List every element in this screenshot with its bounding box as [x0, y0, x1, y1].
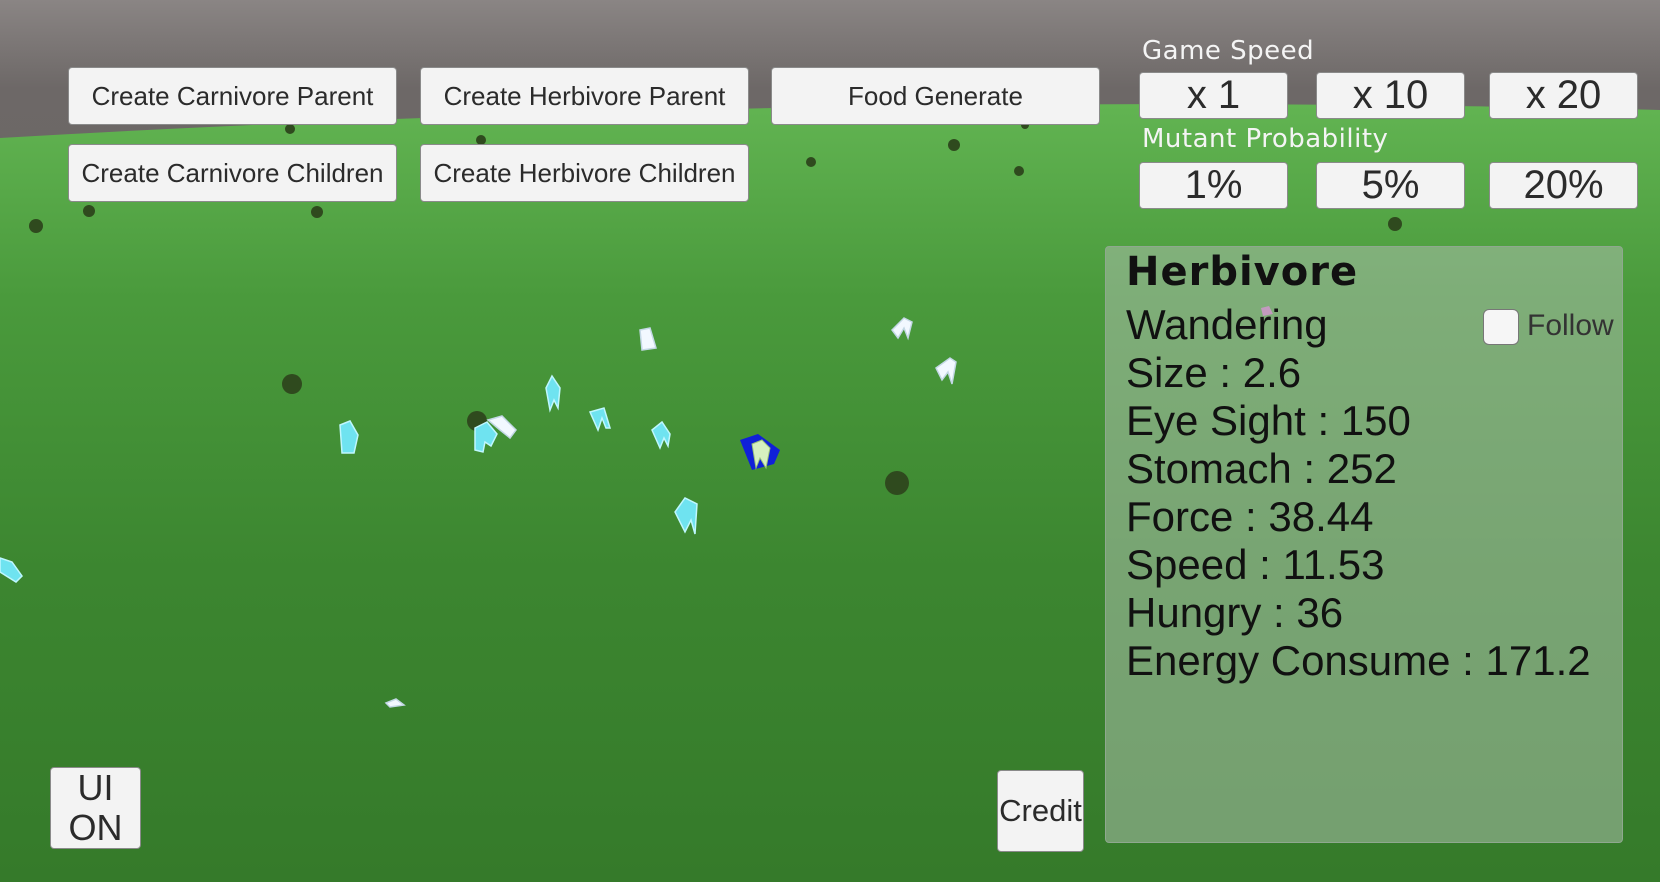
herbivore-creature-icon[interactable] — [0, 374, 698, 583]
stat-hungry: Hungry : 36 — [1126, 589, 1344, 636]
follow-label[interactable]: Follow — [1527, 309, 1614, 342]
stat-force: Force : 38.44 — [1126, 493, 1374, 540]
mutant-probability-label: Mutant Probability — [1142, 124, 1389, 154]
stat-eye-sight: Eye Sight : 150 — [1126, 397, 1411, 444]
speed-x1-button[interactable]: x 1 — [1139, 72, 1288, 119]
create-herbivore-children-button[interactable]: Create Herbivore Children — [420, 144, 749, 202]
mutant-5-percent-button[interactable]: 5% — [1316, 162, 1465, 209]
ui-toggle-button[interactable]: UI ON — [50, 767, 141, 849]
create-herbivore-parent-button[interactable]: Create Herbivore Parent — [420, 67, 749, 125]
food-generate-button[interactable]: Food Generate — [771, 67, 1100, 125]
credit-button[interactable]: Credit — [997, 770, 1084, 852]
stat-speed: Speed : 11.53 — [1126, 541, 1385, 588]
creature-info-panel: Herbivore Wandering Follow Size : 2.6 Ey… — [1105, 246, 1623, 843]
ui-toggle-line2: ON — [68, 807, 123, 848]
speed-x10-button[interactable]: x 10 — [1316, 72, 1465, 119]
ui-toggle-line1: UI — [77, 767, 114, 808]
stat-energy-consume: Energy Consume : 171.2 — [1126, 637, 1591, 684]
mutant-1-percent-button[interactable]: 1% — [1139, 162, 1288, 209]
creature-state: Wandering — [1126, 301, 1328, 348]
create-carnivore-parent-button[interactable]: Create Carnivore Parent — [68, 67, 397, 125]
stat-stomach: Stomach : 252 — [1126, 445, 1397, 492]
creature-type-title: Herbivore — [1126, 249, 1359, 295]
mutant-20-percent-button[interactable]: 20% — [1489, 162, 1638, 209]
carnivore-creature-icon[interactable] — [384, 317, 957, 708]
stat-size: Size : 2.6 — [1126, 349, 1302, 396]
create-carnivore-children-button[interactable]: Create Carnivore Children — [68, 144, 397, 202]
game-speed-label: Game Speed — [1142, 36, 1315, 66]
speed-x20-button[interactable]: x 20 — [1489, 72, 1638, 119]
selected-creature[interactable] — [740, 434, 780, 470]
follow-checkbox[interactable] — [1483, 309, 1519, 345]
